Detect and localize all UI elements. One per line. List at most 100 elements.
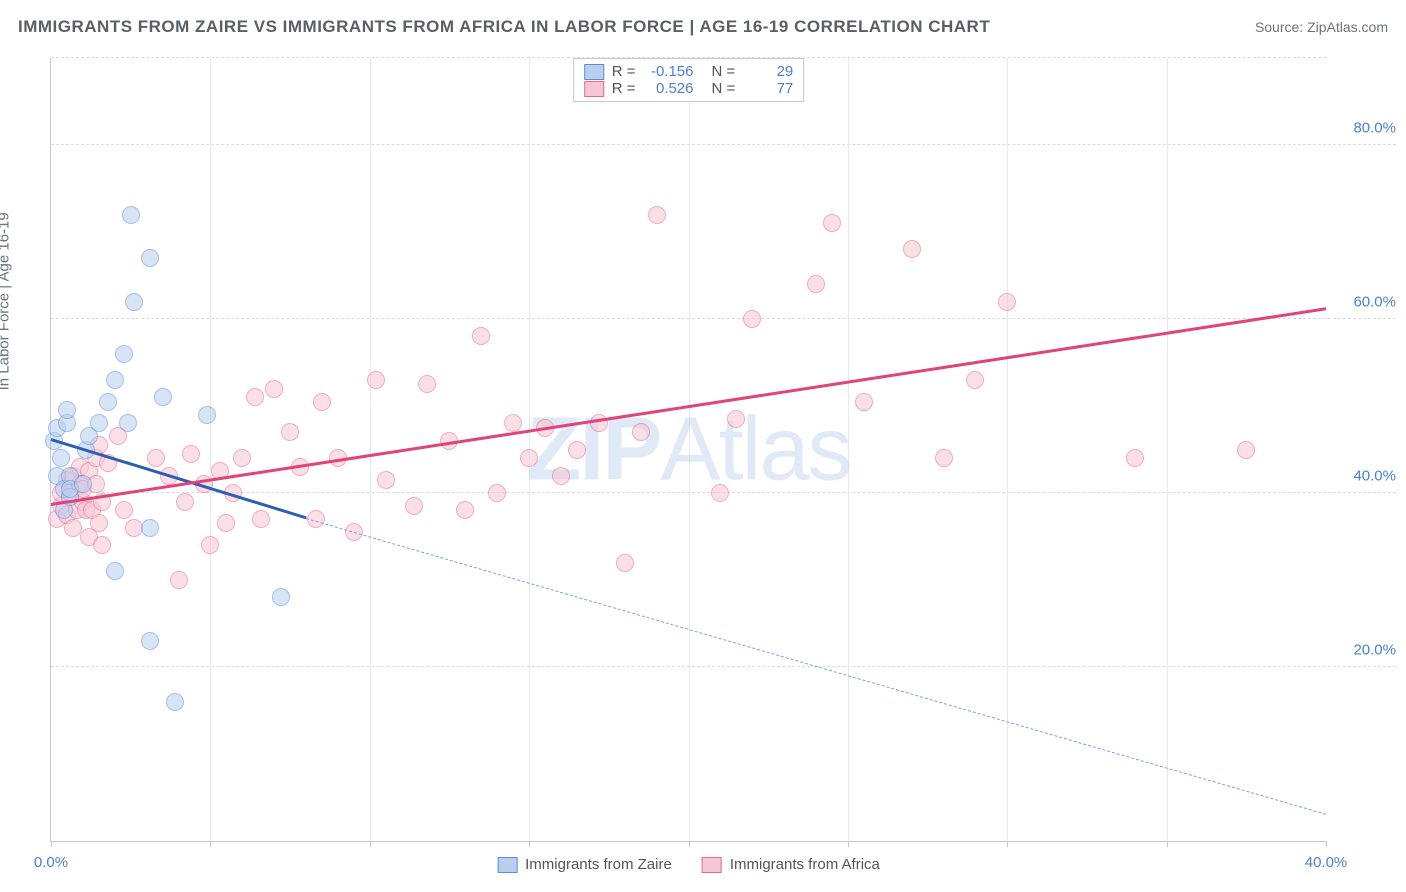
x-tick-label: 0.0% (34, 854, 68, 871)
x-tick-mark (529, 841, 530, 847)
y-tick-label: 20.0% (1336, 642, 1396, 659)
plot-area: ZIPAtlas R = -0.156 N = 29 R = 0.526 N =… (50, 58, 1326, 842)
scatter-point-zaire (74, 475, 92, 493)
scatter-point-africa (998, 293, 1016, 311)
y-tick-label: 60.0% (1336, 294, 1396, 311)
scatter-point-africa (935, 449, 953, 467)
scatter-point-zaire (198, 406, 216, 424)
scatter-point-africa (632, 423, 650, 441)
scatter-point-zaire (166, 693, 184, 711)
gridline-vertical (1167, 58, 1168, 841)
scatter-point-africa (147, 449, 165, 467)
scatter-point-africa (377, 471, 395, 489)
scatter-point-zaire (141, 249, 159, 267)
gridline-horizontal (51, 144, 1396, 145)
y-tick-label: 40.0% (1336, 468, 1396, 485)
scatter-point-africa (246, 388, 264, 406)
scatter-point-zaire (58, 401, 76, 419)
x-tick-mark (1167, 841, 1168, 847)
scatter-point-africa (504, 414, 522, 432)
legend-series: Immigrants from Zaire Immigrants from Af… (497, 856, 880, 873)
scatter-point-zaire (119, 414, 137, 432)
legend-row-zaire: R = -0.156 N = 29 (584, 63, 794, 80)
legend-item-zaire: Immigrants from Zaire (497, 856, 672, 873)
scatter-point-africa (743, 310, 761, 328)
scatter-point-zaire (125, 293, 143, 311)
legend-swatch-zaire (584, 64, 604, 80)
scatter-point-africa (456, 501, 474, 519)
gridline-vertical (1007, 58, 1008, 841)
legend-n-label: N = (712, 80, 736, 97)
x-tick-mark (689, 841, 690, 847)
scatter-point-africa (217, 514, 235, 532)
scatter-point-africa (115, 501, 133, 519)
scatter-point-zaire (272, 588, 290, 606)
legend-swatch-africa (584, 81, 604, 97)
scatter-point-africa (182, 445, 200, 463)
gridline-vertical (370, 58, 371, 841)
legend-r-label: R = (612, 63, 636, 80)
gridline-horizontal (51, 318, 1396, 319)
x-tick-mark (1007, 841, 1008, 847)
scatter-point-africa (472, 327, 490, 345)
scatter-point-africa (265, 380, 283, 398)
scatter-point-africa (568, 441, 586, 459)
scatter-point-zaire (90, 414, 108, 432)
scatter-point-africa (711, 484, 729, 502)
scatter-point-africa (233, 449, 251, 467)
scatter-point-africa (93, 536, 111, 554)
scatter-point-africa (405, 497, 423, 515)
x-tick-mark (1326, 841, 1327, 847)
scatter-point-africa (903, 240, 921, 258)
scatter-point-zaire (154, 388, 172, 406)
legend-n-value-zaire: 29 (743, 63, 793, 80)
scatter-point-zaire (115, 345, 133, 363)
scatter-point-africa (855, 393, 873, 411)
scatter-point-zaire (99, 393, 117, 411)
legend-n-value-africa: 77 (743, 80, 793, 97)
legend-r-label: R = (612, 80, 636, 97)
legend-item-africa: Immigrants from Africa (702, 856, 880, 873)
scatter-point-africa (176, 493, 194, 511)
legend-label-zaire: Immigrants from Zaire (525, 856, 672, 873)
y-tick-label: 80.0% (1336, 120, 1396, 137)
x-tick-mark (51, 841, 52, 847)
scatter-point-zaire (106, 562, 124, 580)
scatter-point-africa (727, 410, 745, 428)
y-axis-label: In Labor Force | Age 16-19 (0, 212, 13, 390)
gridline-vertical (848, 58, 849, 841)
legend-correlation: R = -0.156 N = 29 R = 0.526 N = 77 (573, 58, 805, 102)
legend-r-value-africa: 0.526 (644, 80, 694, 97)
legend-r-value-zaire: -0.156 (644, 63, 694, 80)
scatter-point-zaire (122, 206, 140, 224)
scatter-point-africa (552, 467, 570, 485)
legend-n-label: N = (712, 63, 736, 80)
chart-container: In Labor Force | Age 16-19 ZIPAtlas R = … (0, 50, 1406, 892)
chart-title: IMMIGRANTS FROM ZAIRE VS IMMIGRANTS FROM… (18, 17, 990, 37)
legend-swatch-africa (702, 857, 722, 873)
x-tick-mark (210, 841, 211, 847)
gridline-vertical (689, 58, 690, 841)
scatter-point-africa (252, 510, 270, 528)
scatter-point-zaire (141, 519, 159, 537)
scatter-point-africa (616, 554, 634, 572)
x-tick-mark (370, 841, 371, 847)
scatter-point-africa (201, 536, 219, 554)
gridline-horizontal (51, 666, 1396, 667)
scatter-point-zaire (52, 449, 70, 467)
scatter-point-africa (823, 214, 841, 232)
legend-row-africa: R = 0.526 N = 77 (584, 80, 794, 97)
scatter-point-africa (1126, 449, 1144, 467)
scatter-point-africa (520, 449, 538, 467)
scatter-point-africa (313, 393, 331, 411)
scatter-point-zaire (106, 371, 124, 389)
scatter-point-africa (170, 571, 188, 589)
x-tick-mark (848, 841, 849, 847)
scatter-point-africa (281, 423, 299, 441)
legend-label-africa: Immigrants from Africa (730, 856, 880, 873)
x-tick-label: 40.0% (1305, 854, 1348, 871)
legend-swatch-zaire (497, 857, 517, 873)
scatter-point-africa (966, 371, 984, 389)
scatter-point-africa (648, 206, 666, 224)
gridline-vertical (210, 58, 211, 841)
